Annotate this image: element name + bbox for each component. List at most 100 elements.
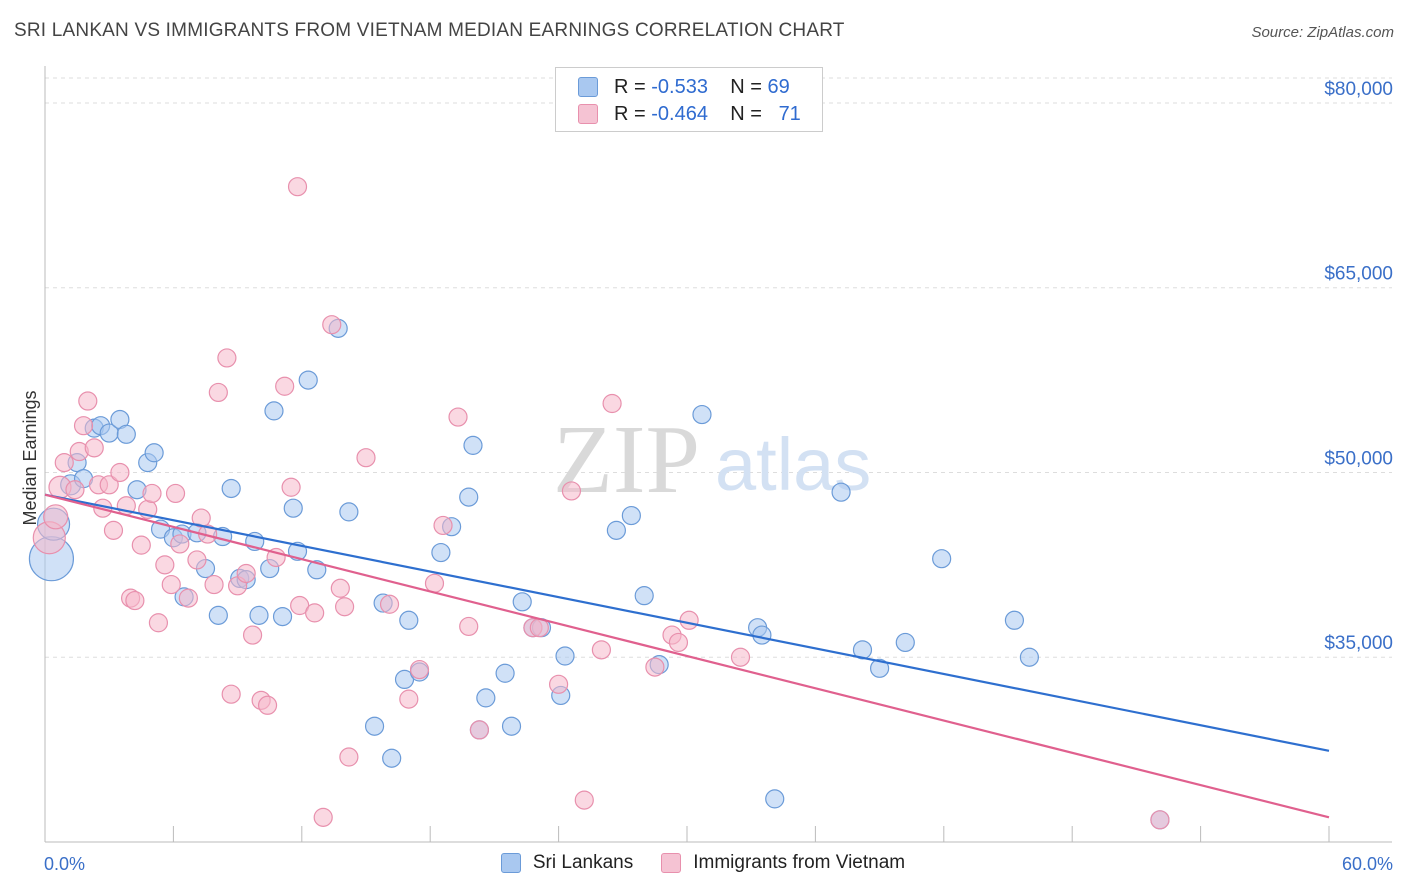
series-legend-item-vietnam[interactable]: Immigrants from Vietnam xyxy=(661,852,905,874)
sri-lankans-point xyxy=(752,625,772,645)
vietnam-point xyxy=(399,689,419,709)
vietnam-point xyxy=(204,574,224,595)
x-tick-label-max: 60.0% xyxy=(1342,854,1393,874)
vietnam-point xyxy=(257,695,278,715)
sri-lankans-point xyxy=(606,520,626,540)
vietnam-point xyxy=(313,807,333,827)
x-tick-label-min: 0.0% xyxy=(44,854,85,874)
sri-lankans-point xyxy=(621,505,641,526)
sri-lankans-point xyxy=(869,658,890,678)
vietnam-point xyxy=(125,590,145,611)
vietnam-point xyxy=(110,462,130,483)
vietnam-point xyxy=(65,480,85,500)
sri-lankans-point xyxy=(692,404,712,425)
axes xyxy=(44,66,1392,843)
y-tick-label: $65,000 xyxy=(1324,264,1393,285)
vietnam-point xyxy=(236,563,256,584)
legend-r-label: R = xyxy=(614,102,646,125)
sri-lankans-point xyxy=(382,748,402,768)
legend-swatch-pink xyxy=(578,104,598,124)
vietnam-point xyxy=(305,603,325,623)
vietnam-point xyxy=(287,177,308,197)
series-legend-item-sri-lankans[interactable]: Sri Lankans xyxy=(500,852,634,874)
sri-lankans-point xyxy=(476,688,496,708)
vietnam-point xyxy=(469,720,490,740)
legend-row-sri-lankans: R = -0.533 N = 69 xyxy=(578,74,790,100)
vietnam-point xyxy=(178,588,198,608)
vietnam-point xyxy=(131,535,151,555)
sri-lankans-point xyxy=(459,487,479,507)
sri-lankans-point xyxy=(272,606,293,627)
vietnam-point xyxy=(379,594,400,614)
vietnam-point xyxy=(73,416,94,436)
vietnam-point xyxy=(187,550,207,570)
legend-n-value: 71 xyxy=(778,102,801,125)
sri-lankans-point xyxy=(463,435,483,455)
sri-lankans-point xyxy=(512,592,532,612)
vietnam-point xyxy=(335,597,355,617)
sri-lankans-point xyxy=(283,498,303,518)
vietnam-point xyxy=(43,504,69,530)
vietnam-point xyxy=(339,747,359,767)
sri-lankans-point xyxy=(116,424,136,444)
correlation-legend: R = -0.533 N = 69 R = -0.464 N = 71 xyxy=(555,67,823,132)
sri-lankans-point xyxy=(307,560,327,580)
sri-lankans-point xyxy=(208,605,228,625)
vietnam-point xyxy=(221,684,241,704)
y-tick-label: $50,000 xyxy=(1324,448,1393,469)
vietnam-point xyxy=(602,393,622,414)
vietnam-point xyxy=(356,448,376,468)
legend-n-value: 69 xyxy=(767,75,790,98)
vietnam-point xyxy=(103,520,124,540)
vietnam-point xyxy=(275,376,295,396)
vietnam-point xyxy=(99,475,119,495)
vietnam-point xyxy=(165,483,186,504)
sri-lankans-point xyxy=(1019,647,1040,667)
vietnam-point xyxy=(561,481,582,501)
sri-lankans-point xyxy=(495,663,515,683)
sri-lankans-point xyxy=(298,370,318,390)
vietnam-point xyxy=(574,790,594,810)
vietnam-point xyxy=(170,534,190,554)
chart-source: Source: ZipAtlas.com xyxy=(1251,24,1394,41)
y-tick-label: $80,000 xyxy=(1324,79,1393,100)
chart-title: SRI LANKAN VS IMMIGRANTS FROM VIETNAM ME… xyxy=(14,20,845,41)
vietnam-point xyxy=(281,477,301,497)
sri-lankans-point xyxy=(765,789,785,809)
vietnam-point xyxy=(148,613,169,633)
legend-swatch-blue xyxy=(578,77,598,97)
series-label: Immigrants from Vietnam xyxy=(693,852,906,873)
sri-lankans-point xyxy=(634,586,654,606)
sri-lankans-point xyxy=(431,542,451,563)
vietnam-trend-line xyxy=(44,493,1330,819)
legend-n-label: N = xyxy=(730,75,762,98)
sri-lankans-point xyxy=(264,401,284,421)
sri-lankans-point xyxy=(932,549,952,569)
vietnam-point xyxy=(54,453,74,473)
vietnam-point xyxy=(208,382,228,403)
zipatlas-watermark: ZIP atlas xyxy=(553,406,871,514)
sri-lankans-point xyxy=(399,610,419,630)
vietnam-point xyxy=(548,674,569,694)
sri-lankans-trend-line xyxy=(44,493,1330,752)
sri-lankans-point xyxy=(895,632,915,653)
sri-lankans-point xyxy=(555,646,575,666)
vietnam-point xyxy=(591,640,612,660)
vietnam-point xyxy=(424,573,445,593)
sri-lankans-point xyxy=(364,716,385,736)
sri-lankans-point xyxy=(339,502,359,522)
sri-lankans-point xyxy=(501,716,522,736)
legend-row-vietnam: R = -0.464 N = 71 xyxy=(578,101,801,127)
sri-lankans-point xyxy=(221,478,241,499)
sri-lankans-point xyxy=(249,605,269,625)
vietnam-point xyxy=(217,348,237,368)
vietnam-point xyxy=(668,632,689,653)
legend-r-label: R = xyxy=(614,75,646,98)
vietnam-point xyxy=(84,438,104,458)
series-label: Sri Lankans xyxy=(532,852,634,873)
vietnam-point xyxy=(459,616,479,637)
vietnam-point xyxy=(142,483,162,504)
vietnam-point xyxy=(645,657,665,677)
axis-ticks: $35,000 $50,000 $65,000 $80,000 xyxy=(44,79,1393,842)
